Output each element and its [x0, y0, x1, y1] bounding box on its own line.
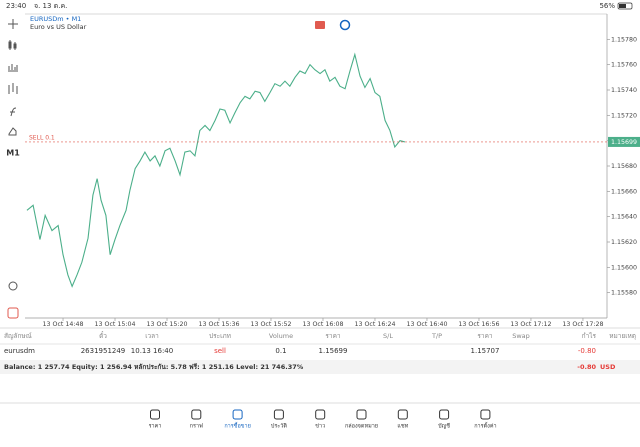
column-header: ประเภท — [209, 332, 231, 340]
x-tick-label: 13 Oct 15:20 — [146, 321, 187, 328]
table-cell: 1.15707 — [471, 347, 500, 355]
tab-label[interactable]: ราคา — [149, 424, 162, 430]
x-tick-label: 13 Oct 14:48 — [42, 321, 83, 328]
tab-label[interactable]: การซื้อขาย — [224, 422, 250, 430]
tab-icon[interactable] — [356, 409, 367, 420]
timeframe-button[interactable]: M1 — [6, 149, 20, 158]
x-tick-label: 13 Oct 15:36 — [198, 321, 239, 328]
tab-icon[interactable] — [397, 409, 408, 420]
column-header: สัญลักษณ์ — [4, 332, 32, 340]
tab-label[interactable]: กล่องจดหมาย — [345, 424, 378, 430]
tab-label[interactable]: ข่าว — [315, 424, 325, 430]
x-tick-label: 13 Oct 15:04 — [94, 321, 135, 328]
column-header: หมายเหตุ — [609, 332, 636, 340]
x-tick-label: 13 Oct 16:08 — [302, 321, 343, 328]
y-tick-label: 1.15580 — [611, 290, 637, 297]
y-tick-label: 1.15740 — [611, 87, 637, 94]
table-cell: sell — [214, 347, 226, 355]
bars-tool[interactable] — [8, 64, 18, 72]
zoom-tool[interactable] — [8, 281, 18, 291]
buy-button[interactable] — [339, 19, 351, 31]
column-header: เวลา — [145, 332, 159, 340]
tab-icon[interactable] — [273, 409, 284, 420]
x-tick-label: 13 Oct 17:28 — [562, 321, 603, 328]
column-header: ราคา — [477, 332, 492, 340]
table-cell: eurusdm — [4, 347, 35, 355]
summary-band — [0, 360, 640, 374]
table-cell: -0.80 — [578, 347, 596, 355]
battery-icon — [617, 2, 633, 10]
tab-icon[interactable] — [150, 409, 160, 420]
order-label: SELL 0.1 — [29, 134, 55, 141]
x-tick-label: 13 Oct 16:24 — [354, 321, 395, 328]
y-tick-label: 1.15600 — [611, 264, 637, 271]
status-time: 23:40 — [6, 2, 26, 10]
tab-icon[interactable] — [315, 409, 326, 420]
column-header: T/P — [431, 332, 442, 340]
table-cell: 1.15699 — [319, 347, 348, 355]
price-badge — [608, 136, 640, 147]
status-date: จ. 13 ต.ค. — [34, 2, 67, 10]
column-header: ตั๋ว — [99, 331, 107, 340]
x-tick-label: 13 Oct 16:40 — [406, 321, 447, 328]
crosshair-tool[interactable] — [8, 19, 18, 29]
symbol-description: Euro vs US Dollar — [30, 23, 87, 31]
y-tick-label: 1.15620 — [611, 239, 637, 246]
table-cell: 2631951249 — [81, 347, 126, 355]
column-header: Swap — [512, 332, 530, 340]
trade-tool[interactable] — [7, 307, 19, 319]
left-toolbar — [7, 19, 19, 319]
table-cell: 10.13 16:40 — [131, 347, 173, 355]
tab-label[interactable]: ประวัติ — [271, 423, 287, 430]
candles-tool[interactable] — [8, 40, 17, 50]
tab-icon[interactable] — [191, 409, 202, 420]
summary-currency: USD — [600, 363, 616, 371]
y-tick-label: 1.15680 — [611, 163, 637, 170]
tab-label[interactable]: การตั้งค่า — [474, 422, 496, 430]
tab-label[interactable]: บัญชี — [438, 423, 450, 430]
tab-icon[interactable] — [480, 409, 491, 420]
tab-icon[interactable] — [439, 409, 450, 420]
tab-label[interactable]: กราฟ — [190, 423, 203, 430]
column-header: ราคา — [325, 332, 340, 340]
x-tick-label: 13 Oct 17:12 — [510, 321, 551, 328]
tab-label[interactable]: แชท — [397, 423, 408, 430]
battery-level — [619, 4, 626, 8]
tab-icon[interactable] — [232, 409, 243, 420]
sell-button[interactable] — [315, 21, 325, 29]
summary-text: Balance: 1 257.74 Equity: 1 256.94 หลักป… — [4, 363, 304, 371]
objects-tool[interactable] — [8, 127, 17, 136]
y-tick-label: 1.15720 — [611, 112, 637, 119]
status-battery: 56% — [599, 2, 615, 10]
summary-profit: -0.80 — [577, 363, 596, 371]
y-tick-label: 1.15760 — [611, 62, 637, 69]
y-tick-label: 1.15660 — [611, 188, 637, 195]
symbol-name: EURUSDm • M1 — [30, 15, 81, 23]
function-tool[interactable] — [10, 107, 17, 117]
column-header: Volume — [269, 332, 293, 340]
column-header: S/L — [383, 332, 393, 340]
table-cell: 0.1 — [275, 347, 286, 355]
y-tick-label: 1.15780 — [611, 36, 637, 43]
x-tick-label: 13 Oct 16:56 — [458, 321, 499, 328]
price-line — [26, 52, 406, 288]
y-tick-label: 1.15640 — [611, 214, 637, 221]
indicators-tool[interactable] — [8, 83, 18, 94]
price-badge-label: 1.15699 — [611, 139, 637, 146]
column-header: กำไร — [582, 332, 597, 340]
x-tick-label: 13 Oct 15:52 — [250, 321, 291, 328]
